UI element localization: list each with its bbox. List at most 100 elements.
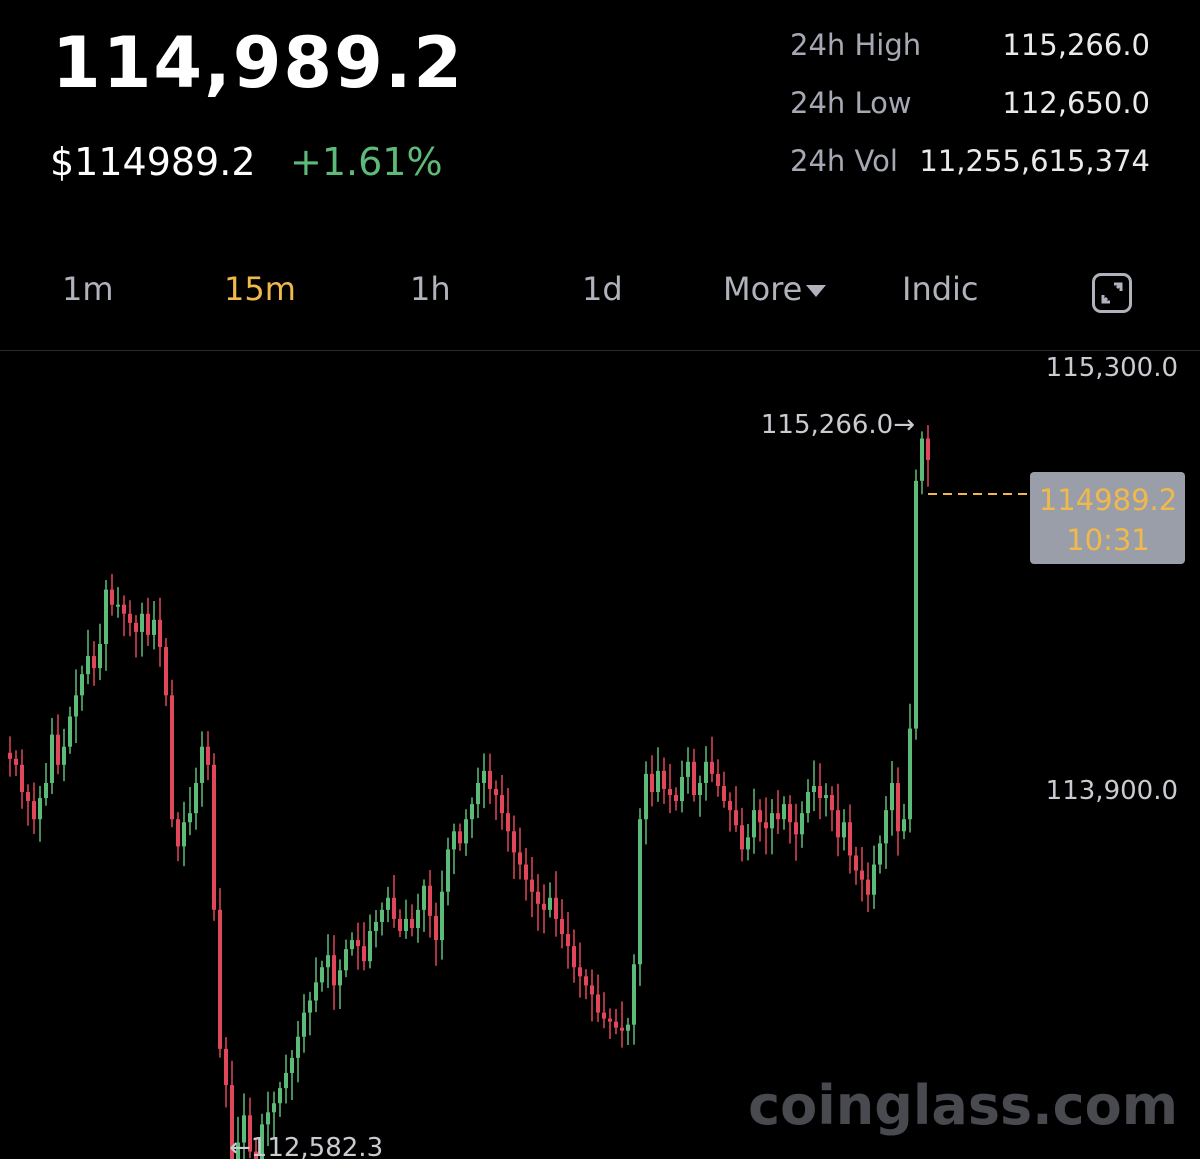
candle-body bbox=[734, 810, 738, 826]
candle-body bbox=[680, 776, 684, 802]
fullscreen-button[interactable] bbox=[1092, 273, 1132, 313]
stat-value: 11,255,615,374 bbox=[919, 144, 1150, 178]
candle-body bbox=[848, 822, 852, 856]
candle-body bbox=[740, 825, 744, 850]
candle-body bbox=[278, 1088, 282, 1104]
candle-body bbox=[248, 1115, 252, 1152]
tab-15m[interactable]: 15m bbox=[224, 270, 296, 308]
candle-body bbox=[26, 792, 30, 802]
candle-body bbox=[920, 438, 924, 481]
tab-more[interactable]: More bbox=[723, 270, 827, 308]
price-change-percent: +1.61% bbox=[290, 140, 443, 184]
candle-body bbox=[560, 918, 564, 935]
caret-down-icon bbox=[806, 285, 827, 297]
candle-body bbox=[866, 879, 870, 895]
candle-body bbox=[350, 940, 354, 950]
candle-body bbox=[20, 764, 24, 793]
candle-body bbox=[710, 761, 714, 774]
tab-1d[interactable]: 1d bbox=[582, 270, 623, 308]
candle-body bbox=[428, 885, 432, 916]
candle-body bbox=[746, 837, 750, 850]
candle-body bbox=[584, 976, 588, 986]
candle-body bbox=[806, 792, 810, 814]
candle-body bbox=[722, 785, 726, 802]
candle-body bbox=[698, 782, 702, 796]
candle-body bbox=[326, 955, 330, 968]
candle-body bbox=[362, 946, 366, 962]
candle-body bbox=[614, 1021, 618, 1028]
candle-body bbox=[512, 831, 516, 853]
candle-body bbox=[56, 734, 60, 765]
candle-body bbox=[842, 822, 846, 838]
candle-body bbox=[758, 810, 762, 823]
candle-body bbox=[644, 773, 648, 820]
y-axis-label-top: 115,300.0 bbox=[1046, 353, 1178, 383]
candle-body bbox=[110, 589, 114, 605]
candle-body bbox=[662, 770, 666, 789]
candle-body bbox=[554, 897, 558, 919]
low-marker: ←112,582.3 bbox=[229, 1133, 383, 1159]
candle-body bbox=[674, 795, 678, 802]
candle-body bbox=[296, 1036, 300, 1058]
candle-body bbox=[14, 758, 18, 765]
stat-24h-low: 24h Low 112,650.0 bbox=[790, 86, 1150, 126]
candle-body bbox=[770, 813, 774, 829]
candle-body bbox=[188, 813, 192, 823]
candle-body bbox=[128, 613, 132, 623]
candles-layer bbox=[8, 425, 930, 1159]
candle-body bbox=[542, 903, 546, 910]
candle-body bbox=[572, 946, 576, 968]
candle-body bbox=[194, 782, 198, 814]
candle-body bbox=[794, 822, 798, 835]
candle-body bbox=[416, 909, 420, 928]
candle-body bbox=[764, 822, 768, 829]
candle-body bbox=[98, 643, 102, 669]
candle-body bbox=[410, 918, 414, 928]
candlestick-chart[interactable]: 115,300.0 113,900.0 115,266.0→ ←112,582.… bbox=[0, 351, 1200, 1159]
candle-body bbox=[170, 695, 174, 820]
candle-body bbox=[224, 1048, 228, 1086]
candle-body bbox=[122, 604, 126, 614]
candle-body bbox=[164, 646, 168, 696]
candle-body bbox=[356, 940, 360, 947]
candle-body bbox=[812, 785, 816, 793]
candle-body bbox=[860, 870, 864, 880]
candle-body bbox=[632, 964, 636, 1025]
candle-body bbox=[524, 864, 528, 880]
stat-label: 24h Vol bbox=[790, 144, 898, 178]
candle-body bbox=[176, 819, 180, 847]
candle-body bbox=[908, 728, 912, 820]
candle-body bbox=[914, 480, 918, 729]
interval-tabs: 1m 15m 1h 1d More Indic bbox=[0, 270, 1200, 326]
candle-body bbox=[302, 1012, 306, 1037]
candle-body bbox=[818, 785, 822, 799]
high-marker: 115,266.0→ bbox=[761, 410, 915, 440]
stat-value: 112,650.0 bbox=[1002, 86, 1150, 120]
candle-body bbox=[104, 589, 108, 644]
candle-body bbox=[212, 764, 216, 910]
tab-1h[interactable]: 1h bbox=[410, 270, 451, 308]
y-axis-label-bottom: 113,900.0 bbox=[1046, 776, 1178, 806]
candle-body bbox=[890, 782, 894, 811]
candle-body bbox=[800, 813, 804, 835]
candle-body bbox=[92, 656, 96, 669]
candle-body bbox=[536, 891, 540, 904]
candle-body bbox=[284, 1073, 288, 1089]
candle-body bbox=[86, 656, 90, 675]
candle-body bbox=[836, 810, 840, 838]
candle-body bbox=[482, 770, 486, 783]
candle-body bbox=[602, 1012, 606, 1019]
candle-body bbox=[38, 798, 42, 820]
candle-body bbox=[320, 967, 324, 983]
candle-body bbox=[830, 795, 834, 811]
tab-1m[interactable]: 1m bbox=[62, 270, 114, 308]
candle-body bbox=[518, 852, 522, 865]
candle-body bbox=[530, 879, 534, 892]
tab-indicators[interactable]: Indic bbox=[902, 270, 979, 308]
candle-body bbox=[44, 782, 48, 799]
watermark: coinglass.com bbox=[748, 1074, 1178, 1137]
candle-body bbox=[314, 982, 318, 1001]
candle-body bbox=[140, 613, 144, 632]
candle-body bbox=[422, 885, 426, 910]
current-price: 114,989.2 bbox=[52, 22, 465, 104]
